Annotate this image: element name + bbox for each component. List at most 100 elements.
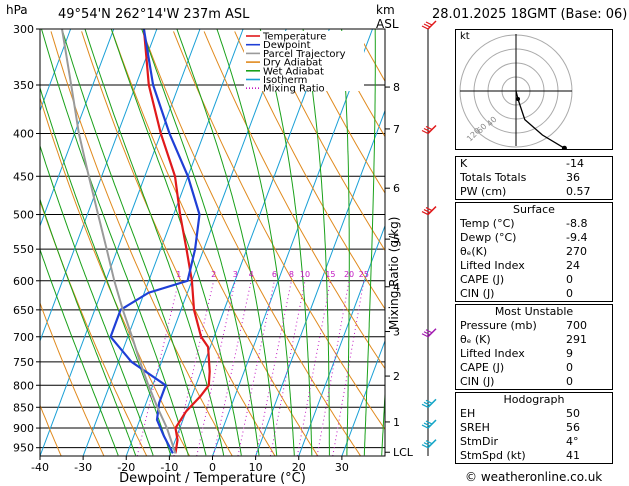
table-row-key: Temp (°C) bbox=[460, 217, 515, 230]
table-row-value: 0 bbox=[566, 287, 573, 300]
wind-barb-feather bbox=[421, 333, 429, 338]
wind-barb-feather bbox=[423, 127, 431, 133]
table-row-key: CIN (J) bbox=[460, 375, 495, 388]
pressure-tick-label: 800 bbox=[13, 379, 34, 392]
table-row: K -14 bbox=[456, 157, 612, 171]
table-row-value: -9.4 bbox=[566, 231, 588, 244]
dry-adiabat-line bbox=[81, 31, 276, 456]
pressure-tick-label: 750 bbox=[13, 356, 34, 369]
mixing-ratio-tick-label: 20 bbox=[344, 270, 354, 279]
temperature-line bbox=[142, 29, 211, 454]
pressure-tick-label: 300 bbox=[13, 23, 34, 36]
dry-adiabat-line bbox=[234, 31, 385, 310]
legend-item-label: Parcel Trajectory bbox=[263, 49, 346, 60]
table-row-key: CAPE (J) bbox=[460, 361, 505, 374]
table-row: CAPE (J) 0 bbox=[456, 361, 612, 375]
wet-adiabat-line bbox=[40, 144, 154, 456]
plot-frame bbox=[39, 28, 386, 457]
table-row-key: CAPE (J) bbox=[460, 273, 505, 286]
dewpoint-line bbox=[109, 29, 201, 454]
mixing-ratio-line bbox=[237, 280, 275, 456]
wet-adiabat-line bbox=[141, 29, 260, 456]
legend-item-label: Temperature bbox=[262, 32, 326, 43]
wind-barb-feather bbox=[423, 442, 431, 447]
table-row-key: Pressure (mb) bbox=[460, 319, 537, 332]
height-km-tick-label: LCL bbox=[393, 446, 414, 459]
height-km-tick-label: 3 bbox=[393, 326, 400, 339]
wind-barb bbox=[421, 419, 437, 429]
wind-barb-feather bbox=[421, 403, 429, 408]
surface-table: Surface Temp (°C) -8.8 Dewp (°C) -9.4 θₑ(K) 27… bbox=[455, 202, 613, 302]
units-km-label: km bbox=[376, 3, 395, 17]
mixing-ratio-tick-label: 15 bbox=[325, 270, 335, 279]
wind-barb-feather bbox=[423, 401, 431, 406]
isotherm-line bbox=[298, 224, 385, 456]
wind-barb bbox=[421, 328, 437, 338]
table-row-value: 270 bbox=[566, 245, 587, 258]
wind-barb-feather bbox=[421, 211, 429, 216]
wind-barb-feather bbox=[421, 444, 429, 449]
storm-motion-marker bbox=[561, 145, 567, 149]
wind-barb-feather bbox=[423, 331, 431, 336]
wet-adiabat-line bbox=[61, 29, 207, 456]
mixing-ratio-tick-label: 2 bbox=[211, 270, 216, 279]
table-row: CAPE (J) 0 bbox=[456, 273, 612, 287]
table-row-value: -14 bbox=[566, 157, 584, 170]
mixing-ratio-tick-label: 25 bbox=[359, 270, 369, 279]
height-km-tick-label: 5 bbox=[393, 233, 400, 246]
table-row-key: PW (cm) bbox=[460, 185, 507, 198]
table-row-value: 700 bbox=[566, 319, 587, 332]
legend-item-label: Dry Adiabat bbox=[263, 58, 322, 69]
wind-barb-feather bbox=[425, 420, 433, 425]
table-row-value: 0 bbox=[566, 375, 573, 388]
legend-item-label: Isotherm bbox=[263, 75, 307, 86]
hodograph-ring-label: 40 bbox=[485, 115, 499, 129]
dry-adiabat-line bbox=[111, 31, 319, 456]
mixing-ratio-tick-label: 10 bbox=[300, 270, 310, 279]
table-row-key: Lifted Index bbox=[460, 259, 525, 272]
wind-barb-feather bbox=[425, 329, 433, 334]
dry-adiabat-line bbox=[40, 199, 148, 456]
dry-adiabat-line bbox=[142, 31, 362, 456]
table-row-key: Lifted Index bbox=[460, 347, 525, 360]
table-row-value: 9 bbox=[566, 347, 573, 360]
wind-barb bbox=[421, 439, 437, 449]
isotherm-line bbox=[40, 29, 72, 113]
table-row: Lifted Index 9 bbox=[456, 347, 612, 361]
temperature-tick-label: -20 bbox=[117, 461, 135, 474]
wet-adiabat-line bbox=[84, 29, 225, 456]
table-row-value: 50 bbox=[566, 407, 580, 420]
mixing-ratio-tick-label: 6 bbox=[272, 270, 277, 279]
pressure-tick-label: 550 bbox=[13, 243, 34, 256]
height-km-tick-label: 6 bbox=[393, 182, 400, 195]
table-row: StmSpd (kt) 41 bbox=[456, 449, 612, 463]
table-row: θₑ(K) 270 bbox=[456, 245, 612, 259]
mixing-ratio-line bbox=[332, 280, 365, 456]
hodograph-panel: kt 40 60 120 bbox=[455, 29, 613, 150]
table-row: Dewp (°C) -9.4 bbox=[456, 231, 612, 245]
wet-adiabat-line bbox=[341, 29, 350, 456]
units-asl-label: ASL bbox=[376, 17, 399, 31]
wet-adiabat-line bbox=[259, 29, 313, 456]
isotherm-line bbox=[341, 339, 385, 456]
table-row-value: 56 bbox=[566, 421, 580, 434]
pressure-tick-label: 400 bbox=[13, 127, 34, 140]
wet-adiabat-line bbox=[40, 248, 119, 456]
datetime-title: 28.01.2025 18GMT (Base: 06) bbox=[432, 7, 628, 22]
dry-adiabat-line bbox=[173, 31, 385, 431]
mixing-ratio-axis-title: Mixing Ratio (g/kg) bbox=[387, 217, 401, 330]
table-row-key: StmDir bbox=[460, 435, 499, 448]
temperature-tick-label: 10 bbox=[249, 461, 263, 474]
legend-box bbox=[244, 31, 364, 91]
pressure-tick-label: 900 bbox=[13, 422, 34, 435]
location-title: 49°54'N 262°14'W 237m ASL bbox=[58, 7, 250, 22]
mixing-ratio-line bbox=[269, 280, 306, 456]
mixing-ratio-line bbox=[316, 280, 350, 456]
wet-adiabat-line bbox=[176, 29, 278, 456]
wet-adiabat-line bbox=[40, 86, 172, 456]
table-row-key: θₑ(K) bbox=[460, 245, 488, 258]
wind-barb-feather bbox=[421, 129, 429, 135]
table-row-value: 4° bbox=[566, 435, 579, 448]
dry-adiabat-line bbox=[203, 31, 385, 370]
